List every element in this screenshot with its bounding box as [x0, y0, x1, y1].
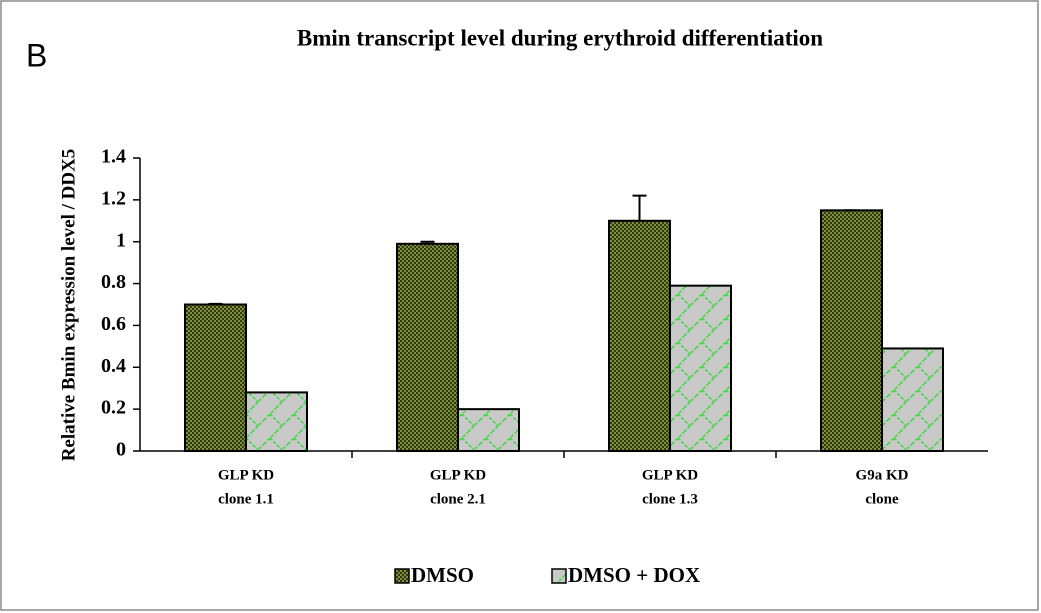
y-tick-label: 1	[116, 229, 126, 251]
chart-title: Bmin transcript level during erythroid d…	[297, 25, 823, 50]
y-tick-label: 0	[116, 439, 126, 461]
bar	[396, 242, 459, 452]
y-tick-label: 0.8	[101, 271, 126, 293]
y-tick-label: 1.4	[101, 146, 126, 168]
x-tick-label: GLP KD	[430, 467, 486, 483]
y-tick-label: 0.2	[101, 397, 126, 419]
y-axis-label: Relative Bmin expression level / DDX5	[58, 149, 79, 462]
y-tick-label: 1.2	[101, 187, 126, 209]
x-tick-label: clone 1.1	[218, 491, 274, 507]
y-tick-label: 0.4	[101, 355, 126, 377]
legend-label: DMSO + DOX	[568, 563, 700, 587]
bar	[245, 391, 308, 452]
error-bar	[208, 302, 223, 305]
bar	[881, 347, 944, 453]
legend-swatch	[394, 568, 410, 584]
legend-label: DMSO	[411, 563, 474, 587]
y-tick-label: 0.6	[101, 313, 126, 335]
x-tick-label: clone 2.1	[430, 491, 486, 507]
error-bar	[632, 194, 647, 221]
legend-swatch	[551, 568, 567, 584]
bar	[820, 209, 883, 452]
x-tick-label: G9a KD	[856, 467, 909, 483]
bar	[608, 219, 671, 452]
error-bar	[420, 240, 435, 244]
x-tick-label: clone 1.3	[642, 491, 698, 507]
bar	[457, 408, 520, 452]
x-tick-label: GLP KD	[218, 467, 274, 483]
x-tick-label: clone	[865, 491, 899, 507]
panel-label: B	[26, 37, 47, 73]
x-tick-label: GLP KD	[642, 467, 698, 483]
bar	[184, 303, 247, 452]
bar	[669, 284, 732, 452]
